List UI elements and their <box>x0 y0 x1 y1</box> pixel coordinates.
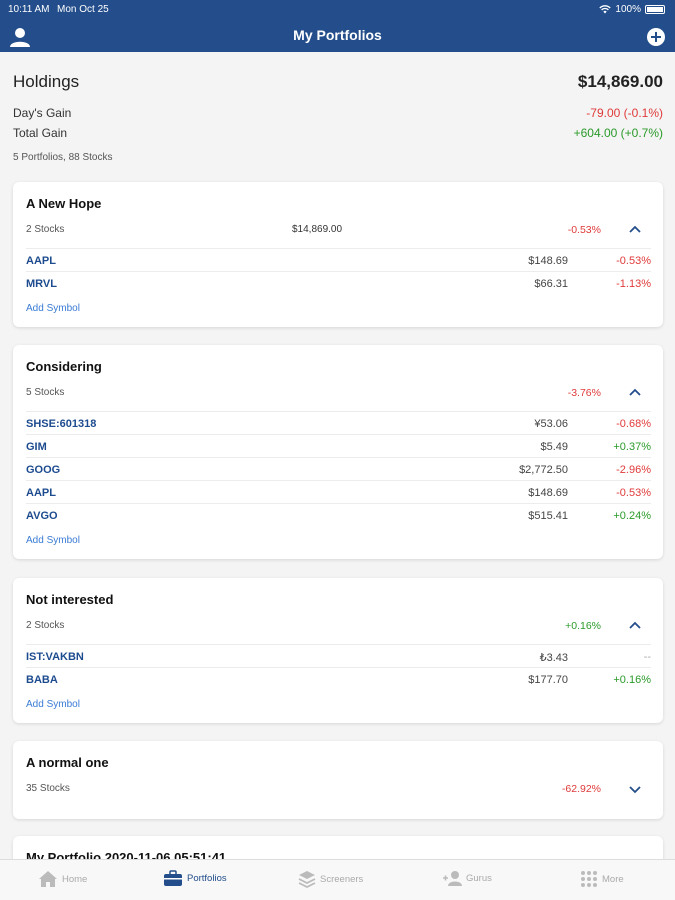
user-icon[interactable] <box>9 27 31 47</box>
portfolio-change: -0.53% <box>567 224 601 236</box>
stock-price: $148.69 <box>528 255 568 267</box>
stock-price: $177.70 <box>528 674 568 686</box>
holdings-summary: Holdings $14,869.00 Day's Gain -79.00 (-… <box>13 70 663 163</box>
portfolio-value: $14,869.00 <box>292 224 343 235</box>
portfolio-counts: 5 Portfolios, 88 Stocks <box>13 152 113 163</box>
status-right: 100% <box>599 4 665 15</box>
status-bar: 10:11 AM Mon Oct 25 100% <box>0 0 675 18</box>
stock-symbol[interactable]: IST:VAKBN <box>26 651 84 663</box>
portfolio-card: Not interested 2 Stocks +0.16% IST:VAKBN… <box>13 578 663 723</box>
table-row[interactable]: GIM $5.49 +0.37% <box>26 434 651 457</box>
stock-count: 2 Stocks <box>26 620 65 631</box>
tab-more[interactable]: More <box>580 870 624 888</box>
briefcase-icon <box>164 870 182 886</box>
layers-icon <box>298 871 316 888</box>
stock-change: -0.68% <box>616 418 651 430</box>
stock-price: ¥53.06 <box>534 418 568 430</box>
tab-label: Screeners <box>320 873 364 885</box>
gurus-icon <box>443 871 462 886</box>
wifi-icon <box>599 5 612 14</box>
stock-count: 5 Stocks <box>26 387 65 398</box>
tab-label: Home <box>62 873 88 885</box>
stock-price: ₺3.43 <box>539 652 568 664</box>
days-gain-value: -79.00 (-0.1%) <box>586 106 663 120</box>
portfolio-name[interactable]: Not interested <box>26 592 114 607</box>
app-header: 10:11 AM Mon Oct 25 100% My Portfolios <box>0 0 675 52</box>
stock-symbol[interactable]: BABA <box>26 674 58 686</box>
tab-portfolios[interactable]: Portfolios <box>163 870 227 887</box>
add-symbol-link[interactable]: Add Symbol <box>26 303 80 314</box>
tab-gurus[interactable]: Gurus <box>442 870 492 886</box>
stock-symbol[interactable]: AAPL <box>26 487 56 499</box>
home-icon <box>39 871 57 887</box>
add-symbol-link[interactable]: Add Symbol <box>26 699 80 710</box>
table-row[interactable]: BABA $177.70 +0.16% <box>26 667 651 690</box>
portfolio-name[interactable]: Considering <box>26 359 102 374</box>
tab-label: Portfolios <box>187 873 227 884</box>
stock-symbol[interactable]: GIM <box>26 441 47 453</box>
stock-price: $5.49 <box>540 441 568 453</box>
portfolio-name[interactable]: A New Hope <box>26 196 102 211</box>
stock-price: $2,772.50 <box>519 464 568 476</box>
portfolio-change: -62.92% <box>561 783 601 795</box>
stock-change: -0.53% <box>616 487 651 499</box>
stock-price: $66.31 <box>534 278 568 290</box>
chevron-up-icon[interactable] <box>627 222 643 238</box>
table-row[interactable]: MRVL $66.31 -1.13% <box>26 271 651 294</box>
chevron-up-icon[interactable] <box>627 385 643 401</box>
page-title: My Portfolios <box>293 27 382 43</box>
table-row[interactable]: AAPL $148.69 -0.53% <box>26 248 651 271</box>
stock-change: -- <box>643 651 651 663</box>
grid-icon <box>581 871 597 887</box>
portfolio-change: -3.76% <box>567 387 601 399</box>
tab-screeners[interactable]: Screeners <box>298 870 363 888</box>
stock-change: -0.53% <box>616 255 651 267</box>
tab-label: More <box>602 873 624 885</box>
chevron-down-icon[interactable] <box>627 781 643 797</box>
portfolio-card: Considering 5 Stocks -3.76% SHSE:601318 … <box>13 345 663 559</box>
portfolio-card: A normal one 35 Stocks -62.92% <box>13 741 663 819</box>
portfolio-card: A New Hope 2 Stocks $14,869.00 -0.53% AA… <box>13 182 663 327</box>
stock-symbol[interactable]: AVGO <box>26 510 58 522</box>
stock-change: +0.37% <box>613 441 651 453</box>
portfolio-change: +0.16% <box>565 620 601 632</box>
battery-icon <box>645 5 665 14</box>
battery-percent: 100% <box>615 4 641 15</box>
total-gain-value: +604.00 (+0.7%) <box>573 126 663 140</box>
stock-price: $515.41 <box>528 510 568 522</box>
tab-home[interactable]: Home <box>38 870 87 888</box>
table-row[interactable]: AAPL $148.69 -0.53% <box>26 480 651 503</box>
stock-change: +0.16% <box>613 674 651 686</box>
stock-count: 2 Stocks <box>26 224 65 235</box>
add-symbol-link[interactable]: Add Symbol <box>26 535 80 546</box>
table-row[interactable]: AVGO $515.41 +0.24% <box>26 503 651 526</box>
holdings-value: $14,869.00 <box>577 72 663 91</box>
tab-label: Gurus <box>466 872 492 884</box>
table-row[interactable]: IST:VAKBN ₺3.43 -- <box>26 644 651 667</box>
stock-symbol[interactable]: AAPL <box>26 255 56 267</box>
portfolio-name[interactable]: A normal one <box>26 755 109 770</box>
table-row[interactable]: SHSE:601318 ¥53.06 -0.68% <box>26 411 651 434</box>
add-portfolio-button[interactable] <box>647 28 665 46</box>
stock-count: 35 Stocks <box>26 783 70 794</box>
bottom-tab-bar: Home Portfolios Screeners Gurus More <box>0 859 675 900</box>
stock-change: -1.13% <box>616 278 651 290</box>
stock-price: $148.69 <box>528 487 568 499</box>
stock-symbol[interactable]: MRVL <box>26 278 57 290</box>
total-gain-label: Total Gain <box>13 126 68 140</box>
status-time: 10:11 AM <box>8 4 50 15</box>
stock-symbol[interactable]: GOOG <box>26 464 61 476</box>
table-row[interactable]: GOOG $2,772.50 -2.96% <box>26 457 651 480</box>
days-gain-label: Day's Gain <box>13 106 72 120</box>
stock-change: +0.24% <box>613 510 651 522</box>
stock-change: -2.96% <box>616 464 651 476</box>
chevron-up-icon[interactable] <box>627 618 643 634</box>
status-date: Mon Oct 25 <box>57 4 109 15</box>
holdings-label: Holdings <box>13 72 80 91</box>
stock-symbol[interactable]: SHSE:601318 <box>26 418 97 430</box>
